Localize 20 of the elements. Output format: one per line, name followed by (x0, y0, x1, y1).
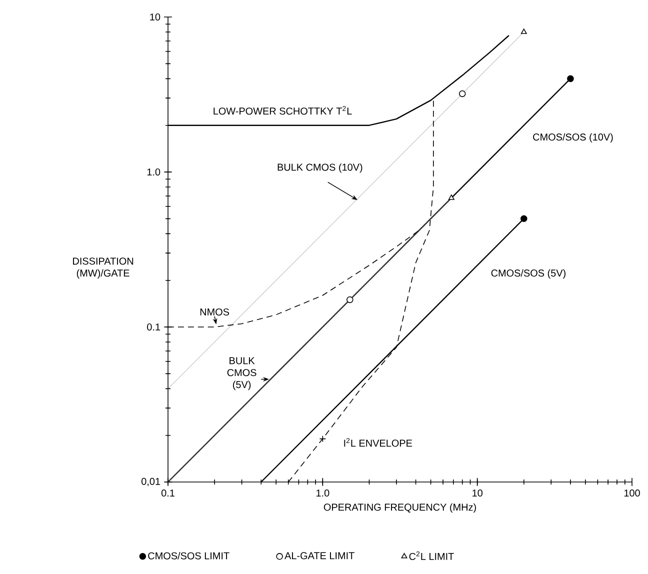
legend-label: AL-GATE LIMIT (284, 552, 354, 560)
series-label: BULK CMOS (5V) (227, 357, 256, 390)
y-tick-label: 1.0 (147, 168, 160, 176)
series-label: LOW-POWER SCHOTTKY T$^{2}$L (214, 106, 352, 115)
legend-label: CMOS/SOS LIMIT (148, 552, 230, 560)
y-tick-label: 0,01 (142, 478, 160, 486)
series-label: I$^{2}$L ENVELOPE (344, 438, 412, 447)
legend-label: C$^{2}$L LIMIT (409, 551, 454, 560)
x-tick-label: 1.0 (316, 490, 330, 497)
x-axis-title: OPERATING FREQUENCY (MHz) (324, 503, 476, 513)
series-label: CMOS/SOS (5V) (491, 269, 566, 279)
series-label: NMOS (200, 308, 230, 316)
series-label: CMOS/SOS (10V) (533, 133, 613, 143)
x-tick-label: 100 (624, 490, 640, 497)
y-tick-label: 0.1 (147, 323, 160, 331)
x-tick-label: 0.1 (161, 490, 174, 497)
y-tick-label: 10 (150, 13, 160, 21)
x-tick-label: 10 (472, 490, 482, 497)
y-axis-title: DISSIPATION (MW)/GATE (73, 258, 134, 279)
series-label: BULK CMOS (10V) (278, 163, 362, 173)
